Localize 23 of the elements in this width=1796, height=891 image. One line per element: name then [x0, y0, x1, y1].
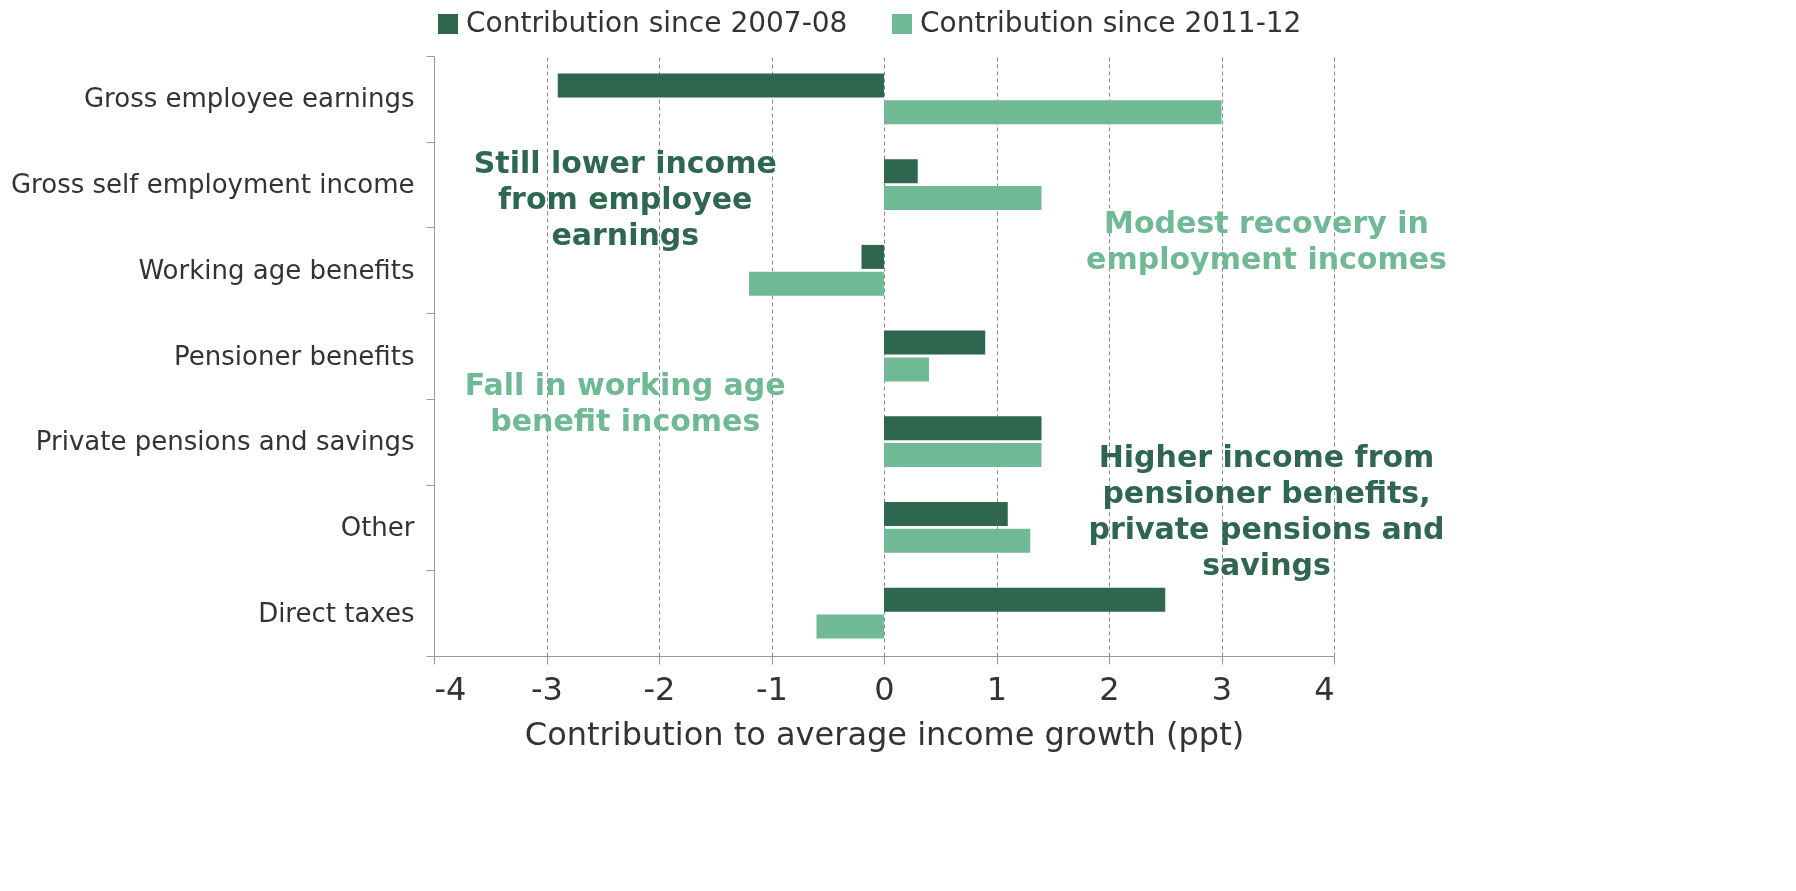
x-tick-label: 3 [1211, 669, 1233, 708]
y-tick-label: Working age benefits [138, 254, 415, 285]
x-tick-label: -4 [434, 669, 467, 708]
x-axis-title: Contribution to average income growth (ppt) [524, 714, 1245, 753]
x-tick-label: -1 [756, 669, 788, 708]
annotation: Modest recovery in employment incomes [1086, 205, 1447, 276]
x-tick-label: 2 [1099, 669, 1120, 708]
y-tick-label: Pensioner benefits [174, 340, 415, 371]
annotation: Still lower income from employee earnings [473, 145, 777, 252]
y-tick-label: Direct taxes [258, 597, 415, 628]
annotation: Fall in working age benefit incomes [464, 367, 786, 438]
x-tick-label: -3 [531, 669, 563, 708]
y-tick-label: Gross employee earnings [83, 83, 415, 114]
y-tick-label: Other [340, 511, 415, 542]
x-tick-label: 4 [1314, 669, 1335, 708]
x-tick-label: 1 [986, 669, 1008, 708]
x-tick-label: -2 [643, 669, 676, 708]
y-tick-label: Gross self employment income [10, 169, 415, 200]
y-tick-label: Private pensions and savings [35, 426, 415, 457]
legend-label: Contribution since 2011-12 [920, 6, 1302, 39]
legend-label: Contribution since 2007-08 [466, 6, 848, 39]
annotation: Higher income from pensioner benefits, private pensions and savings [1088, 439, 1445, 582]
x-tick-label: 0 [874, 669, 895, 708]
